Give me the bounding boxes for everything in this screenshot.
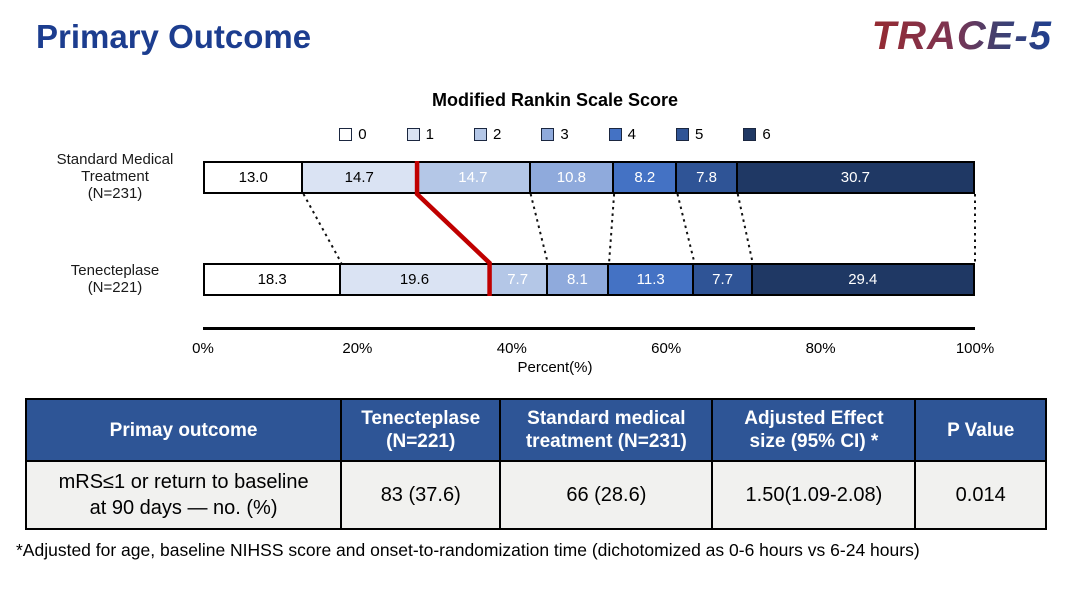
table-cell: mRS≤1 or return to baseline at 90 days —… xyxy=(24,460,343,530)
table-header-cell: Adjusted Effect size (95% CI) * xyxy=(711,398,917,462)
legend-swatch xyxy=(541,128,555,141)
legend-label: 3 xyxy=(560,126,569,143)
bar-segment: 7.7 xyxy=(489,263,548,296)
legend-item: 0 xyxy=(339,126,367,143)
table-row: mRS≤1 or return to baseline at 90 days —… xyxy=(24,460,1047,530)
x-axis-label: Percent(%) xyxy=(517,359,593,376)
bar-segment: 11.3 xyxy=(609,263,695,296)
bar-segment: 7.7 xyxy=(694,263,753,296)
bar-segment: 14.7 xyxy=(303,161,418,194)
header-row: Primay outcome Tenecteplase (N=221) Standa… xyxy=(24,398,1047,462)
table-cell: 1.50(1.09-2.08) xyxy=(711,460,917,530)
results-table: Primay outcome Tenecteplase (N=221) Standa… xyxy=(24,398,1047,530)
dotted-connector xyxy=(302,193,343,264)
bar-segment: 29.4 xyxy=(752,263,975,296)
legend-item: 1 xyxy=(406,126,434,143)
legend-swatch xyxy=(473,128,487,141)
bar-segment: 19.6 xyxy=(341,263,490,296)
results-table-body: mRS≤1 or return to baseline at 90 days —… xyxy=(24,460,1047,530)
page-title: Primary Outcome xyxy=(36,18,312,55)
x-tick: 80% xyxy=(805,340,836,357)
legend-swatch xyxy=(743,128,757,141)
trace-5-logo: TRACE-5 xyxy=(871,14,1052,58)
row-label-tenecteplase: Tenecteplase (N=221) xyxy=(70,262,160,296)
bar-segment: 13.0 xyxy=(203,161,304,194)
x-tick: 20% xyxy=(342,340,373,357)
bar-segment: 30.7 xyxy=(737,161,975,194)
legend-label: 0 xyxy=(358,126,367,143)
legend-swatch xyxy=(676,128,690,141)
legend-label: 4 xyxy=(627,126,637,143)
results-table-head: Primay outcome Tenecteplase (N=221) Standa… xyxy=(24,398,1047,462)
row-label-standard: Standard Medical Treatment (N=231) xyxy=(56,151,174,202)
legend-item: 3 xyxy=(541,126,569,143)
dotted-connector xyxy=(608,193,616,264)
bar-tenecteplase: 18.3 19.6 7.7 8.1 11.3 7.7 29.4 xyxy=(203,263,975,296)
bar-standard: 13.0 14.7 14.7 10.8 8.2 7.8 30.7 xyxy=(203,161,975,194)
legend-label: 1 xyxy=(425,126,434,143)
legend-label: 2 xyxy=(492,126,502,143)
x-tick: 0% xyxy=(192,340,214,357)
legend-label: 5 xyxy=(695,126,704,143)
chart-legend: 0 1 2 3 4 5 6 xyxy=(95,126,1015,143)
table-header-cell: Standard medical treatment (N=231) xyxy=(499,398,714,462)
x-axis-line xyxy=(203,327,975,330)
bar-segment: 8.2 xyxy=(614,161,678,194)
legend-item: 4 xyxy=(608,126,637,143)
legend-item: 2 xyxy=(473,126,502,143)
bar-segment: 14.7 xyxy=(417,161,531,194)
legend-item: 6 xyxy=(743,126,771,143)
bar-segment: 8.1 xyxy=(547,263,609,296)
dotted-connector xyxy=(676,193,696,264)
table-header-cell: Primay outcome xyxy=(24,398,343,462)
legend-swatch xyxy=(406,128,420,141)
legend-swatch xyxy=(608,128,622,141)
table-cell: 83 (37.6) xyxy=(340,460,502,530)
dotted-connector xyxy=(529,193,549,264)
legend-item: 5 xyxy=(676,126,703,143)
legend-swatch xyxy=(339,128,353,141)
x-tick-labels: 0% 20% 40% 60% 80% 100% xyxy=(192,340,994,358)
bar-segment: 18.3 xyxy=(203,263,342,296)
x-tick: 100% xyxy=(955,340,995,357)
legend-label: 6 xyxy=(762,126,771,143)
table-cell: 66 (28.6) xyxy=(499,460,714,530)
bar-segment: 10.8 xyxy=(530,161,615,194)
table-header-cell: Tenecteplase (N=221) xyxy=(340,398,502,462)
plot-area: 13.0 14.7 14.7 10.8 8.2 7.8 30.7 18.3 19.6 7.7 8.… xyxy=(203,161,976,296)
x-tick: 40% xyxy=(496,340,527,357)
table-cell: 0.014 xyxy=(914,460,1047,530)
bar-segment: 7.8 xyxy=(677,161,738,194)
table-header-cell: P Value xyxy=(914,398,1047,462)
dotted-connector xyxy=(736,193,754,264)
footnote: *Adjusted for age, baseline NIHSS score … xyxy=(16,540,920,560)
x-tick: 60% xyxy=(651,340,682,357)
chart-title: Modified Rankin Scale Score xyxy=(431,90,679,110)
